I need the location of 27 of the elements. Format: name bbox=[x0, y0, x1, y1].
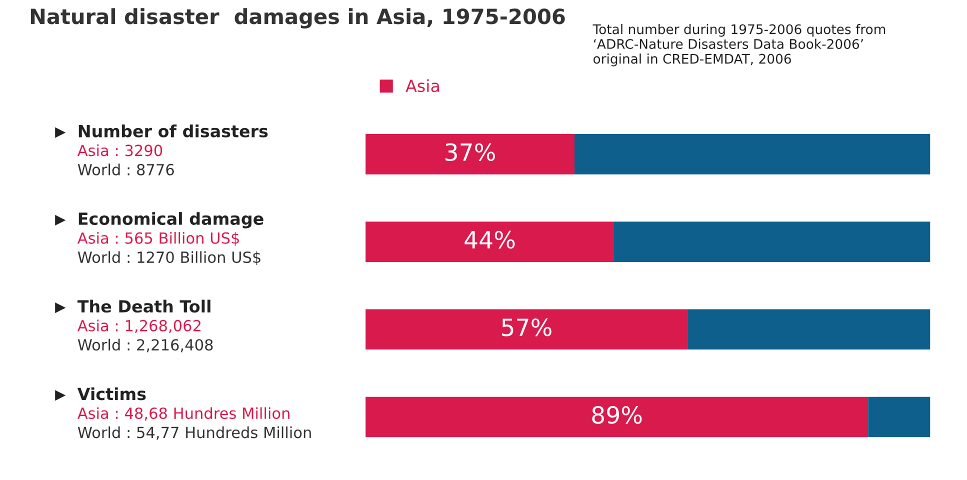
bar bbox=[366, 134, 574, 174]
text: Asia : 3290 bbox=[77, 144, 162, 156]
text: World : 8776 bbox=[78, 164, 174, 176]
text: Asia : 1,268,062 bbox=[77, 320, 200, 333]
text: Asia : 48,68 Hundres Million bbox=[77, 407, 290, 421]
data-label: 57% bbox=[502, 318, 552, 336]
y-tick-label: Victims bbox=[77, 387, 146, 400]
bar bbox=[366, 309, 688, 350]
text: World : 1270 Billion US$ bbox=[78, 251, 260, 266]
y-tick-label: The Death Toll bbox=[77, 300, 210, 313]
text: World : 54,77 Hundreds Million bbox=[78, 426, 311, 440]
data-label: 89% bbox=[592, 406, 642, 424]
y-tick-label: Economical damage bbox=[78, 212, 264, 228]
data-label: 37% bbox=[446, 143, 495, 162]
y-tick-label: Number of disasters bbox=[78, 124, 268, 138]
chart-title: Natural disaster damages in Asia, 1975-2006 bbox=[30, 8, 565, 28]
text: World : 2,216,408 bbox=[78, 338, 213, 352]
bar bbox=[687, 309, 930, 350]
bar bbox=[868, 396, 930, 438]
text: Asia : 565 Billion US$ bbox=[77, 232, 239, 246]
bar bbox=[574, 134, 930, 174]
bar bbox=[366, 396, 868, 438]
bar bbox=[614, 222, 930, 262]
legend-label: Asia bbox=[406, 79, 439, 92]
bar bbox=[366, 222, 614, 262]
data-label: 44% bbox=[464, 230, 515, 249]
text: Total number during 1975-2006 quotes from ‘ADRC-Nature Disasters Data Book-2006’ original in CRED-EMDAT, 2006 bbox=[592, 24, 886, 66]
